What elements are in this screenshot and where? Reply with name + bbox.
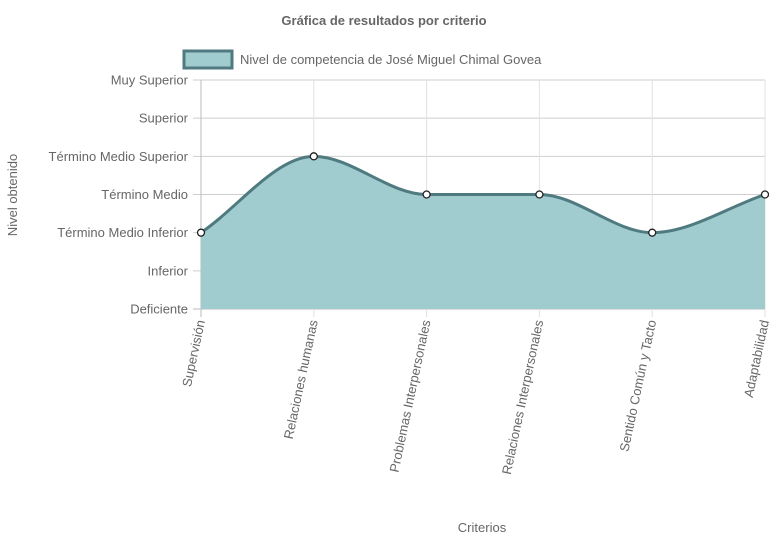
data-point[interactable] — [760, 190, 769, 199]
x-tick-label: Adaptabilidad — [741, 319, 769, 399]
y-tick-label: Superior — [139, 111, 189, 126]
y-axis-title: Nivel obtenido — [5, 154, 20, 236]
data-points — [196, 152, 769, 237]
data-point[interactable] — [535, 190, 544, 199]
chart-title: Gráfica de resultados por criterio — [281, 13, 486, 28]
y-tick-label: Término Medio Superior — [49, 149, 189, 164]
legend-label: Nivel de competencia de José Miguel Chim… — [240, 52, 542, 67]
x-axis-title: Criterios — [458, 520, 507, 535]
x-tick-label: Problemas Interpersonales — [387, 318, 434, 474]
x-tick-label: Relaciones humanas — [281, 318, 321, 440]
y-tick-label: Inferior — [148, 263, 189, 278]
series-area — [201, 156, 765, 309]
y-tick-label: Muy Superior — [111, 73, 189, 88]
y-tick-label: Deficiente — [130, 302, 188, 317]
y-axis: Deficiente Inferior Término Medio Inferior… — [49, 73, 189, 317]
x-tick-label: Sentido Común y Tacto — [617, 319, 660, 453]
x-tick-label: Relaciones Interpersonales — [499, 318, 547, 476]
legend-swatch — [182, 49, 234, 70]
data-point[interactable] — [196, 228, 206, 237]
data-point[interactable] — [309, 152, 318, 161]
data-point[interactable] — [422, 190, 431, 199]
y-tick-label: Término Medio — [101, 187, 188, 202]
series-line — [200, 154, 766, 235]
legend[interactable]: Nivel de competencia de José Miguel Chim… — [182, 49, 542, 70]
x-tick-label: Supervisión — [179, 319, 208, 389]
x-axis: Supervisión Relaciones humanas Problemas I… — [179, 318, 769, 476]
y-tick-label: Término Medio Inferior — [57, 225, 188, 240]
data-point[interactable] — [648, 228, 657, 237]
